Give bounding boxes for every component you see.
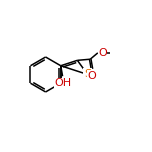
Text: O: O bbox=[98, 48, 107, 58]
Text: OH: OH bbox=[54, 78, 71, 88]
Text: S: S bbox=[84, 69, 91, 79]
Text: O: O bbox=[88, 71, 96, 81]
